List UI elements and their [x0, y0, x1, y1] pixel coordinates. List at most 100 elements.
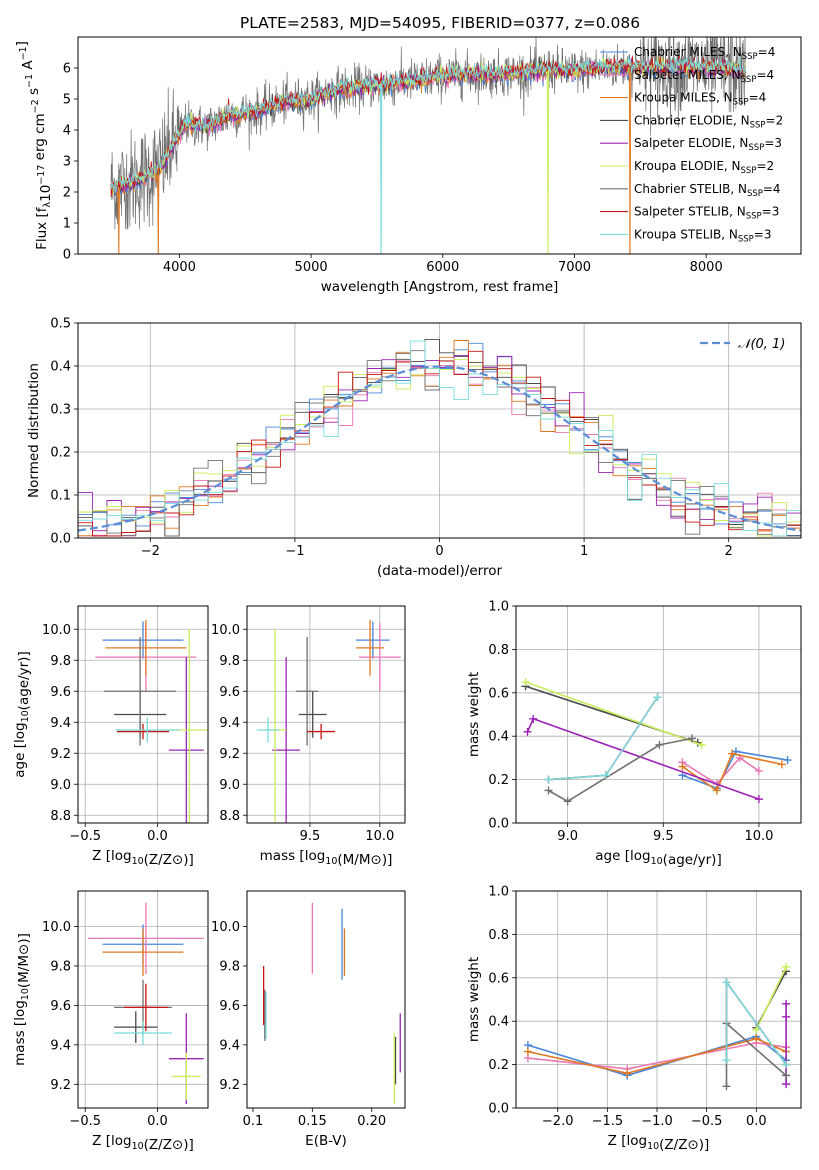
- series-marker: [728, 749, 737, 758]
- y-tick-label: 9.0: [219, 778, 240, 793]
- x-tick-label: 6000: [426, 260, 459, 275]
- y-tick-label: 9.2: [219, 1078, 240, 1093]
- y-tick-label: 0.6: [488, 971, 509, 986]
- legend-subscript: SSP: [750, 120, 766, 130]
- y-tick-label: 1: [63, 217, 71, 232]
- label-part: mass weight: [466, 957, 482, 1042]
- y-tick-label: 9.6: [50, 685, 71, 700]
- label-part: 10: [132, 856, 144, 867]
- series-marker: [563, 797, 572, 806]
- x-tick-label: −1.0: [641, 1114, 673, 1129]
- series-marker: [544, 775, 553, 784]
- legend-entry: Chabrier ELODIE, NSSP=2: [634, 113, 783, 130]
- x-tick-label: −1: [285, 544, 304, 559]
- y-tick-label: 2: [63, 186, 71, 201]
- y-tick-label: 0.4: [488, 730, 509, 745]
- series-line-chabrier-stelib: [548, 737, 693, 803]
- chart-mass_vs_ebv: 0.1 0.15 0.20 9.2 9.4 9.6 9.8 10.0 E(B-V): [211, 890, 406, 1149]
- legend-subscript: SSP: [741, 75, 757, 85]
- label-part: (Z/Z⊙)]: [659, 1137, 709, 1153]
- label-part: (M/M⊙)]: [337, 852, 392, 868]
- axes-frame: [246, 605, 406, 824]
- y-tick-label: 1.0: [488, 600, 509, 615]
- y-tick-label: 9.4: [50, 1038, 71, 1053]
- legend-label: Kroupa ELODIE, N: [634, 159, 741, 173]
- y-axis-label: Flux [fλ10−17 erg cm−2 s−1 A−1]: [14, 41, 54, 250]
- label-part: A: [20, 60, 36, 74]
- y-tick-label: 10.0: [42, 920, 71, 935]
- chart-residual_histogram: −2 −1 0 1 2 0.0 0.1 0.2 0.3 0.4 0.5 (data-model)/er…: [26, 317, 802, 579]
- chart-age_vs_mass: 9.5 10.0 8.8 9.0 9.2 9.4 9.6 9.8 10.0 mass [log10…: [211, 605, 406, 868]
- x-tick-label: 9.5: [300, 829, 321, 844]
- series-marker: [653, 693, 662, 702]
- legend-entry: Chabrier MILES, NSSP=4: [634, 45, 775, 62]
- label-part: E(B-V): [305, 1133, 347, 1149]
- series-marker: [712, 786, 721, 795]
- label-part: −1: [18, 46, 29, 60]
- series-line-chabrier-miles: [682, 750, 788, 790]
- series-marker: [722, 1082, 731, 1091]
- x-tick-label: 0: [435, 544, 443, 559]
- label-part: −17: [36, 165, 47, 185]
- label-part: λ: [42, 202, 53, 208]
- legend-subscript: SSP: [746, 212, 762, 222]
- series-marker: [783, 756, 792, 765]
- legend-entry: Kroupa ELODIE, NSSP=2: [634, 159, 774, 176]
- x-tick-label: 7000: [558, 260, 591, 275]
- label-part: f: [34, 206, 50, 212]
- label-part: age [: [12, 743, 28, 778]
- chart-mass_vs_Z: −0.5 0.09.29.49.69.810.0Z [log10(Z/Z⊙)]ma…: [12, 890, 209, 1153]
- axes-frame: [77, 890, 209, 1109]
- y-tick-label: 0.0: [488, 817, 509, 832]
- label-part: Z [: [92, 848, 111, 864]
- label-part: log: [111, 848, 132, 864]
- series-marker: [601, 771, 610, 780]
- axes-frame: [515, 890, 802, 1109]
- legend-label: Salpeter MILES, N: [634, 68, 741, 82]
- label-part: 10: [325, 856, 337, 867]
- series-marker: [529, 714, 538, 723]
- plot-area: [521, 677, 792, 806]
- chart-mass_weight_vs_age: 9.0 9.5 10.0 0.0 0.2 0.4 0.6 0.8 1.0 age [log10(a…: [466, 600, 802, 868]
- label-part: mass [: [260, 848, 305, 864]
- series-marker: [782, 1080, 791, 1089]
- legend-entry: Salpeter STELIB, NSSP=3: [634, 205, 779, 222]
- label-part: mass [: [12, 1021, 28, 1066]
- legend-label: Kroupa STELIB, N: [634, 227, 738, 241]
- series-marker: [521, 677, 530, 686]
- legend-tail: =4: [758, 45, 776, 59]
- axes-frame: [246, 890, 406, 1109]
- label-part: 10: [647, 1141, 659, 1152]
- legend-tail: =4: [756, 68, 774, 82]
- x-tick-label: 4000: [163, 260, 196, 275]
- y-tick-label: 0.3: [50, 403, 71, 418]
- y-tick-label: 0: [63, 248, 71, 263]
- x-tick-label: 10.0: [744, 829, 773, 844]
- legend-entry: Chabrier STELIB, NSSP=4: [634, 182, 781, 199]
- y-tick-label: 9.2: [50, 747, 71, 762]
- series-marker: [782, 962, 791, 971]
- legend-tail: =3: [754, 227, 772, 241]
- x-tick-label: 1: [580, 544, 588, 559]
- y-tick-label: 10.0: [42, 623, 71, 638]
- legend-label: Chabrier STELIB, N: [634, 182, 747, 196]
- axes-frame: [77, 36, 802, 255]
- series-marker: [687, 734, 696, 743]
- y-tick-label: 0.2: [488, 1058, 509, 1073]
- plot-area: [78, 338, 801, 537]
- y-tick-label: 6: [63, 62, 71, 77]
- series-marker: [655, 740, 664, 749]
- x-tick-label: 0.0: [147, 829, 168, 844]
- series-marker: [523, 727, 532, 736]
- y-tick-label: 0.1: [50, 489, 71, 504]
- y-tick-label: 9.2: [50, 1078, 71, 1093]
- x-tick-label: −0.5: [69, 829, 101, 844]
- series-marker: [782, 999, 791, 1008]
- legend-tail: =3: [762, 205, 780, 219]
- y-tick-label: 10.0: [211, 623, 240, 638]
- y-tick-label: 9.8: [50, 654, 71, 669]
- axes-frame: [515, 605, 802, 824]
- legend-tail: =2: [766, 113, 784, 127]
- x-tick-label: −2: [141, 544, 160, 559]
